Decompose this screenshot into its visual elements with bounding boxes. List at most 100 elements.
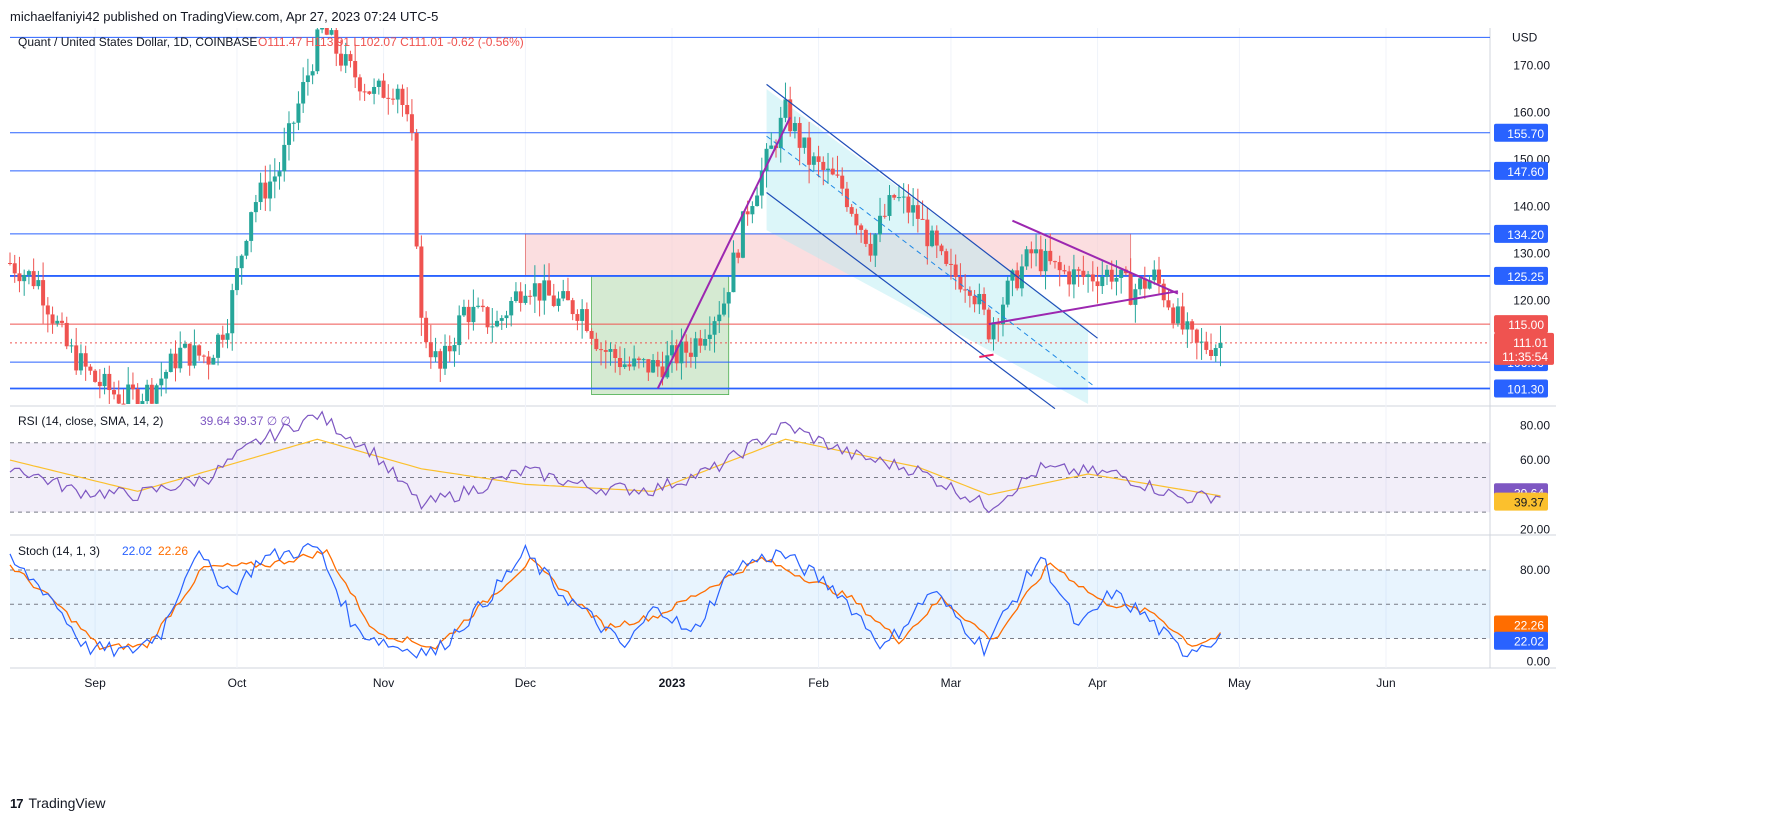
candle-body	[703, 339, 708, 346]
candle-body	[594, 338, 599, 350]
level-price-label-bg	[1494, 123, 1548, 142]
candle-body	[636, 358, 641, 360]
candle-body	[561, 291, 566, 299]
candle-body	[31, 271, 36, 287]
candle-body	[622, 364, 627, 368]
candle-body	[1057, 262, 1062, 271]
candle-body	[712, 321, 717, 335]
candle-body	[721, 303, 726, 315]
candle-body	[821, 161, 826, 170]
channel-lower-line	[766, 192, 1056, 410]
rsi-y-tick: 60.00	[1520, 453, 1550, 467]
candle-body	[669, 345, 674, 356]
candle-body	[74, 345, 79, 371]
level-price-label: 147.60	[1507, 165, 1544, 179]
candle-body	[1067, 271, 1072, 285]
candle-body	[348, 54, 353, 61]
candle-body	[1071, 269, 1076, 285]
candle-body	[835, 174, 840, 176]
candle-body	[674, 345, 679, 364]
level-price-label: 134.20	[1507, 228, 1544, 242]
candle-body	[140, 401, 145, 404]
candle-body	[1000, 304, 1005, 325]
candle-body	[513, 291, 518, 301]
x-tick-label: Nov	[373, 676, 394, 690]
candle-body	[461, 306, 466, 316]
candle-body	[651, 360, 656, 373]
stoch-title: Stoch (14, 1, 3)	[18, 544, 100, 558]
candle-body	[1161, 283, 1166, 301]
candle-body	[1194, 329, 1199, 343]
candle-body	[1138, 278, 1143, 290]
stoch-y-tick: 80.00	[1520, 563, 1550, 577]
candle-body	[1171, 307, 1176, 324]
rsi-values: 39.64 39.37 ∅ ∅	[200, 414, 291, 428]
candle-body	[320, 28, 325, 30]
rsi-ma-line	[9, 438, 1221, 497]
rsi-y-tick: 20.00	[1520, 523, 1550, 537]
candle-body	[811, 156, 816, 165]
candle-body	[220, 334, 225, 340]
candle-body	[83, 353, 88, 367]
candle-body	[102, 373, 107, 387]
candle-body	[882, 215, 887, 217]
candle-body	[570, 300, 575, 315]
candle-body	[149, 384, 154, 404]
stoch-k-value: 22.02	[122, 544, 152, 558]
candle-body	[580, 309, 585, 321]
candle-body	[1104, 269, 1109, 277]
candle-body	[414, 132, 419, 247]
x-tick-label: Mar	[941, 676, 962, 690]
candle-body	[1090, 274, 1095, 282]
footer-brand[interactable]: 17 TradingView	[10, 795, 106, 811]
candle-body	[400, 88, 405, 105]
candle-body	[164, 371, 169, 379]
channel-upper-line	[766, 83, 1098, 339]
stoch-d-line	[9, 548, 1222, 651]
candle-body	[424, 317, 429, 343]
candle-body	[12, 263, 17, 274]
candle-body	[854, 213, 859, 226]
candle-body	[1128, 273, 1133, 305]
candle-body	[1034, 249, 1039, 254]
candle-body	[1114, 277, 1119, 282]
candle-body	[1185, 321, 1190, 330]
candle-body	[1166, 300, 1171, 308]
candle-body	[130, 384, 135, 390]
candle-body	[660, 366, 665, 378]
candle-body	[286, 123, 291, 145]
candle-body	[698, 338, 703, 346]
candle-body	[452, 345, 457, 352]
candle-body	[1133, 289, 1138, 305]
candle-body	[329, 30, 334, 35]
candle-body	[145, 384, 150, 402]
level-price-label-bg	[1494, 315, 1548, 334]
candle-body	[939, 245, 944, 252]
candle-body	[126, 384, 131, 404]
x-tick-label: Jun	[1376, 676, 1395, 690]
ohlc-values: O111.47 H113.91 L102.07 C111.01 -0.62 (-…	[258, 35, 524, 49]
candle-body	[547, 280, 552, 296]
candle-body	[958, 276, 963, 290]
candle-body	[428, 342, 433, 358]
candle-body	[395, 88, 400, 100]
level-price-label-bg	[1494, 224, 1548, 243]
candle-body	[925, 219, 930, 247]
x-tick-label: Oct	[228, 676, 247, 690]
candle-body	[731, 252, 736, 293]
candle-body	[93, 370, 98, 382]
candle-body	[840, 175, 845, 189]
candle-body	[249, 212, 254, 241]
stoch-value-badge: 22.26	[1514, 618, 1544, 632]
candle-body	[1086, 274, 1091, 277]
level-price-label-bg	[1494, 379, 1548, 398]
candle-body	[55, 320, 60, 324]
candle-body	[873, 234, 878, 256]
candle-body	[466, 306, 471, 323]
candle-body	[887, 195, 892, 216]
candle-body	[528, 295, 533, 297]
candle-body	[438, 351, 443, 369]
candle-body	[1010, 270, 1015, 281]
